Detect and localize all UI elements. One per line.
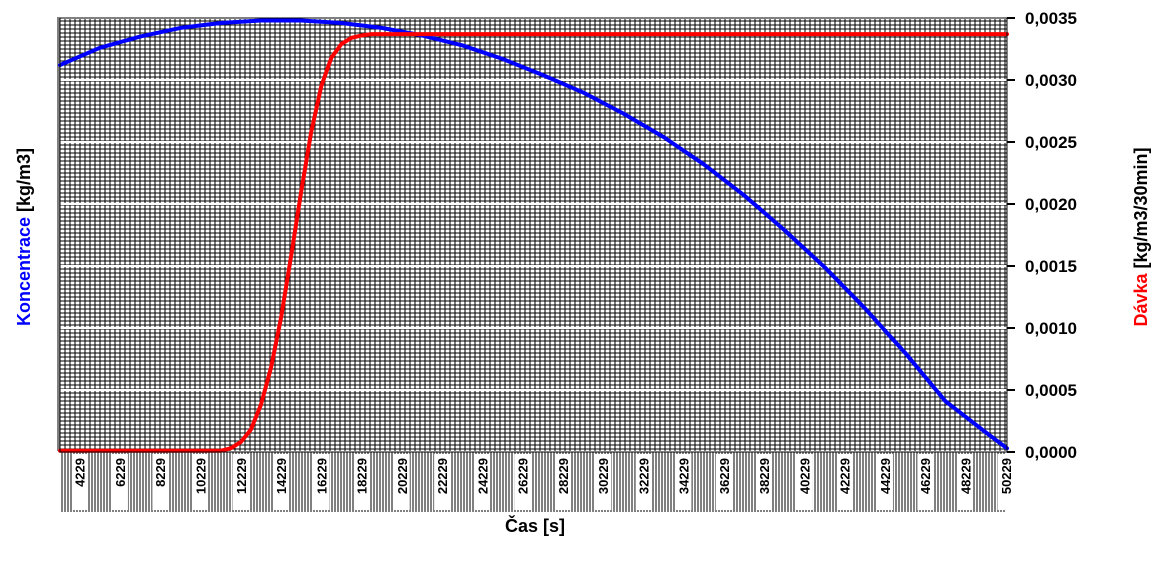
x-tick-label-bg — [554, 454, 571, 510]
x-tick-label: 32229 — [636, 458, 651, 494]
x-tick-label-bg — [917, 454, 934, 510]
x-tick-label: 14229 — [274, 458, 289, 494]
x-axis-title: Čas [s] — [505, 515, 565, 536]
grid — [60, 17, 1007, 453]
x-tick-label-bg — [313, 454, 330, 510]
x-tick-label-bg — [514, 454, 531, 510]
x-tick-label-bg — [232, 454, 249, 510]
y-tick-label: 0,0015 — [1025, 257, 1077, 276]
x-tick-label-bg — [434, 454, 451, 510]
x-tick-label-bg — [997, 454, 1014, 510]
y-tick-label: 0,0005 — [1025, 381, 1077, 400]
x-tick-label: 40229 — [797, 458, 812, 494]
x-tick-label: 30229 — [596, 458, 611, 494]
y-tick-label: 0,0030 — [1025, 71, 1077, 90]
x-tick-label-bg — [675, 454, 692, 510]
x-tick-label: 50229 — [999, 458, 1014, 494]
x-tick-label: 42229 — [838, 458, 853, 494]
x-tick-label-bg — [836, 454, 853, 510]
x-tick-label: 28229 — [556, 458, 571, 494]
y-tick-label: 0,0025 — [1025, 133, 1077, 152]
x-tick-label: 22229 — [435, 458, 450, 494]
x-tick-label: 16229 — [314, 458, 329, 494]
left-axis-title-unit: [kg/m3] — [14, 148, 34, 212]
x-tick-label: 44229 — [878, 458, 893, 494]
right-axis-title-unit: [kg/m3/30min] — [1131, 147, 1151, 268]
x-tick-label-bg — [393, 454, 410, 510]
x-tick-label-bg — [152, 454, 169, 510]
series-line-2 — [58, 32, 1009, 453]
y-tick-label: 0,0010 — [1025, 319, 1077, 338]
x-tick-label-bg — [71, 454, 88, 510]
x-tick-label: 4229 — [73, 458, 88, 487]
x-tick-label: 10229 — [193, 458, 208, 494]
series-line-1 — [58, 18, 1009, 451]
y-tick-label: 0,0000 — [1025, 443, 1077, 462]
x-tick-label: 20229 — [395, 458, 410, 494]
x-tick-label: 36229 — [717, 458, 732, 494]
plot-background — [60, 18, 1007, 452]
x-tick-label-bg — [111, 454, 128, 510]
x-tick-label: 34229 — [677, 458, 692, 494]
x-tick-label-bg — [715, 454, 732, 510]
x-tick-label: 8229 — [153, 458, 168, 487]
right-axis-title: Dávka [kg/m3/30min] — [1131, 147, 1151, 326]
series-layer — [58, 18, 1009, 453]
x-tick-label: 18229 — [355, 458, 370, 494]
x-tick-label: 6229 — [113, 458, 128, 487]
y-tick-label: 0,0020 — [1025, 195, 1077, 214]
x-tick-label-bg — [474, 454, 491, 510]
x-tick-label: 48229 — [959, 458, 974, 494]
x-tick-label: 12229 — [234, 458, 249, 494]
right-axis-title-text: Dávka — [1131, 269, 1151, 327]
x-axis-labels: 4229 6229 8229 10229 12229 14229 16229 18229 202… — [71, 454, 1014, 510]
x-tick-label-bg — [192, 454, 209, 510]
plot-frame — [59, 17, 1008, 453]
x-tick-label: 26229 — [516, 458, 531, 494]
x-tick-label-bg — [957, 454, 974, 510]
x-tick-label-bg — [635, 454, 652, 510]
x-tick-label-bg — [273, 454, 290, 510]
x-tick-label-bg — [796, 454, 813, 510]
x-tick-label-bg — [353, 454, 370, 510]
left-axis-title-text: Koncentrace — [14, 212, 34, 326]
x-tick-label: 38229 — [757, 458, 772, 494]
x-tick-label-bg — [595, 454, 612, 510]
x-tick-label-bg — [756, 454, 773, 510]
x-tick-label-bg — [876, 454, 893, 510]
y-tick-label: 0,0035 — [1025, 9, 1077, 28]
x-tick-label: 46229 — [918, 458, 933, 494]
x-tick-label: 24229 — [475, 458, 490, 494]
y-axis-labels: 0,0000 0,0005 0,0010 0,0015 0,0020 0,0025 0,00… — [1007, 9, 1077, 462]
left-axis-title: Koncentrace [kg/m3] — [14, 148, 34, 326]
